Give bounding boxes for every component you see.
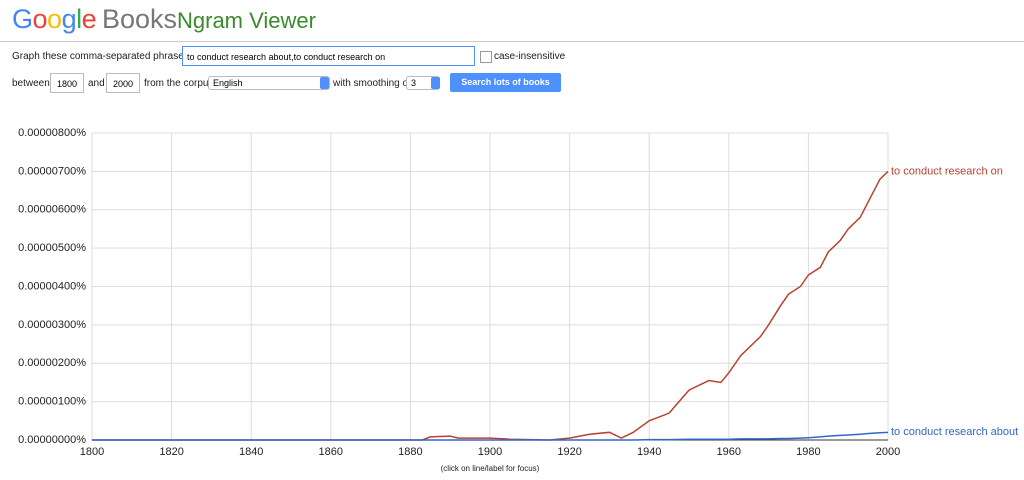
corpus-select[interactable]: English xyxy=(208,76,330,90)
y-tick-label: 0.00000600% xyxy=(18,204,86,216)
case-label: case-insensitive xyxy=(494,51,566,62)
divider xyxy=(0,41,1024,42)
chart: (click on line/label for focus) 0.000000… xyxy=(18,127,1018,473)
series-line xyxy=(92,170,889,441)
select-arrow xyxy=(320,77,329,89)
phrases-label: Graph these comma-separated phrases: xyxy=(12,51,192,62)
select-arrow xyxy=(431,77,440,89)
x-tick-label: 1980 xyxy=(796,446,820,458)
logo[interactable]: Google xyxy=(12,4,97,34)
y-tick-label: 0.00000300% xyxy=(18,319,86,331)
corpus-label: from the corpus xyxy=(144,78,214,89)
app-name: Ngram Viewer xyxy=(177,8,316,33)
series-label[interactable]: to conduct research on xyxy=(891,165,1003,177)
chart-note: (click on line/label for focus) xyxy=(441,464,540,473)
series-line xyxy=(92,431,889,441)
x-tick-label: 1800 xyxy=(80,446,104,458)
smoothing-label: with smoothing of xyxy=(333,78,411,89)
series-label[interactable]: to conduct research about xyxy=(891,426,1018,438)
y-tick-label: 0.00000000% xyxy=(18,434,86,446)
y-tick-label: 0.00000100% xyxy=(18,396,86,408)
start-year-input[interactable]: 1800 xyxy=(50,73,84,93)
case-checkbox[interactable] xyxy=(480,51,492,63)
y-tick-label: 0.00000700% xyxy=(18,165,86,177)
search-button[interactable]: Search lots of books xyxy=(450,73,561,92)
x-tick-label: 1820 xyxy=(159,446,183,458)
x-tick-label: 1940 xyxy=(637,446,661,458)
x-tick-label: 1960 xyxy=(717,446,741,458)
end-year-input[interactable]: 2000 xyxy=(106,73,140,93)
y-tick-label: 0.00000400% xyxy=(18,280,86,292)
x-tick-label: 1920 xyxy=(557,446,581,458)
phrases-input[interactable]: to conduct research about,to conduct res… xyxy=(182,46,475,66)
x-tick-label: 1860 xyxy=(319,446,343,458)
and-label: and xyxy=(88,78,105,89)
y-tick-label: 0.00000200% xyxy=(18,357,86,369)
y-tick-label: 0.00000500% xyxy=(18,242,86,254)
between-label: between xyxy=(12,78,50,89)
x-tick-label: 1840 xyxy=(239,446,263,458)
y-tick-label: 0.00000800% xyxy=(18,127,86,139)
x-tick-label: 1880 xyxy=(398,446,422,458)
x-tick-label: 1900 xyxy=(478,446,502,458)
x-tick-label: 2000 xyxy=(876,446,900,458)
product-name: Books xyxy=(102,4,178,34)
